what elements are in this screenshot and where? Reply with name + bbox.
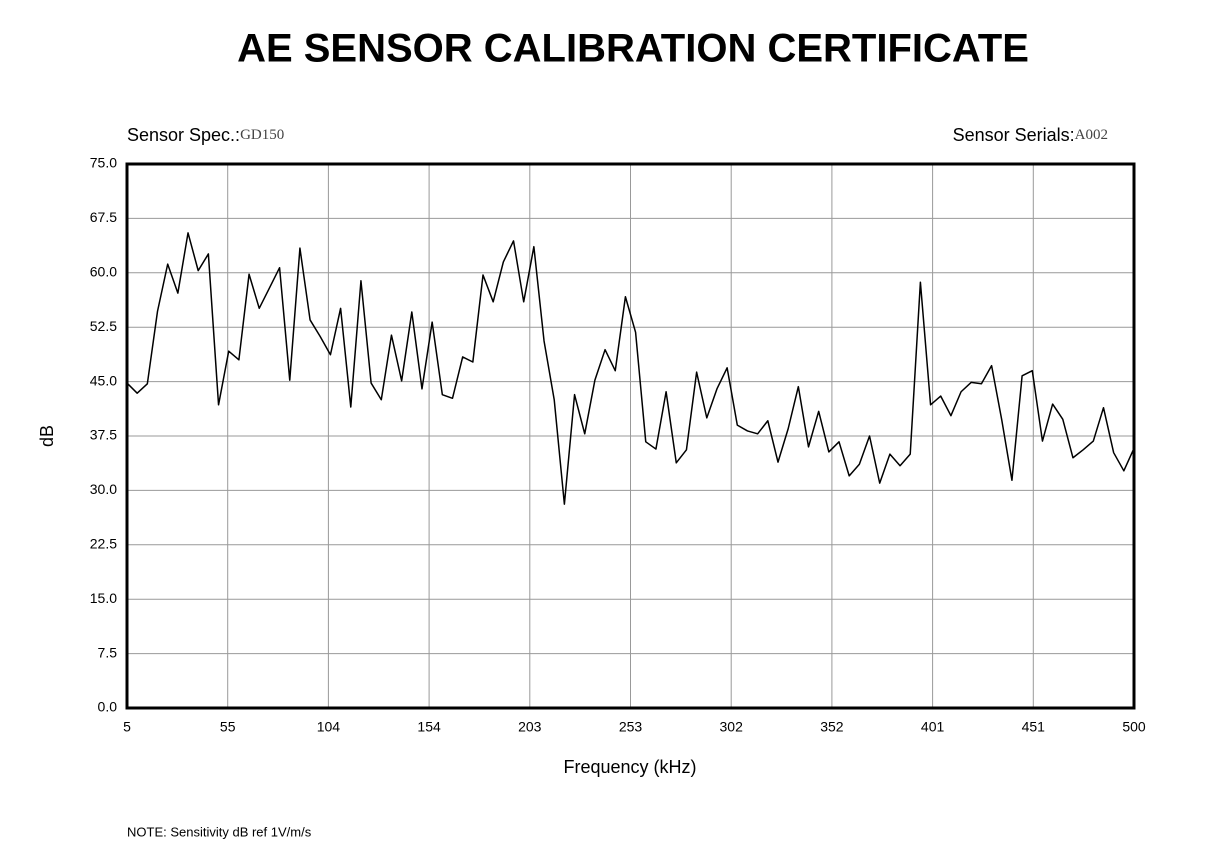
- spec-label: Sensor Spec.:: [127, 125, 240, 145]
- plot-frame: [125, 162, 1136, 710]
- x-axis-label: Frequency (kHz): [563, 757, 696, 777]
- x-tick-label: 154: [417, 719, 441, 735]
- y-axis-label: dB: [37, 425, 57, 447]
- data-line: [126, 232, 1135, 505]
- x-tick-label: 500: [1122, 719, 1146, 735]
- y-tick-label: 67.5: [90, 209, 117, 225]
- x-tick-label: 253: [619, 719, 643, 735]
- y-tick-label: 45.0: [90, 372, 117, 388]
- x-tick-label: 55: [220, 719, 236, 735]
- x-tick-label: 451: [1022, 719, 1046, 735]
- serial-label: Sensor Serials:: [953, 125, 1075, 145]
- x-tick-label: 5: [123, 719, 131, 735]
- x-tick-label: 203: [518, 719, 542, 735]
- chart-title: AE SENSOR CALIBRATION CERTIFICATE: [237, 27, 1029, 71]
- y-tick-label: 15.0: [90, 590, 117, 606]
- spec-value: GD150: [240, 127, 284, 143]
- y-tick-label: 0.0: [98, 699, 118, 715]
- x-tick-label: 104: [317, 719, 341, 735]
- y-tick-label: 22.5: [90, 536, 117, 552]
- x-tick-label: 401: [921, 719, 945, 735]
- y-tick-label: 52.5: [90, 318, 117, 334]
- serial: Sensor Serials:A002: [953, 125, 1108, 145]
- spec: Sensor Spec.:GD150: [127, 125, 284, 145]
- note: NOTE: Sensitivity dB ref 1V/m/s: [127, 824, 312, 839]
- y-tick-label: 37.5: [90, 427, 117, 443]
- x-tick-label: 302: [720, 719, 744, 735]
- y-tick-label: 75.0: [90, 155, 117, 171]
- serial-value: A002: [1075, 127, 1108, 143]
- y-tick-label: 30.0: [90, 481, 117, 497]
- y-tick-label: 60.0: [90, 264, 117, 280]
- y-tick-label: 7.5: [98, 644, 118, 660]
- x-tick-label: 352: [820, 719, 844, 735]
